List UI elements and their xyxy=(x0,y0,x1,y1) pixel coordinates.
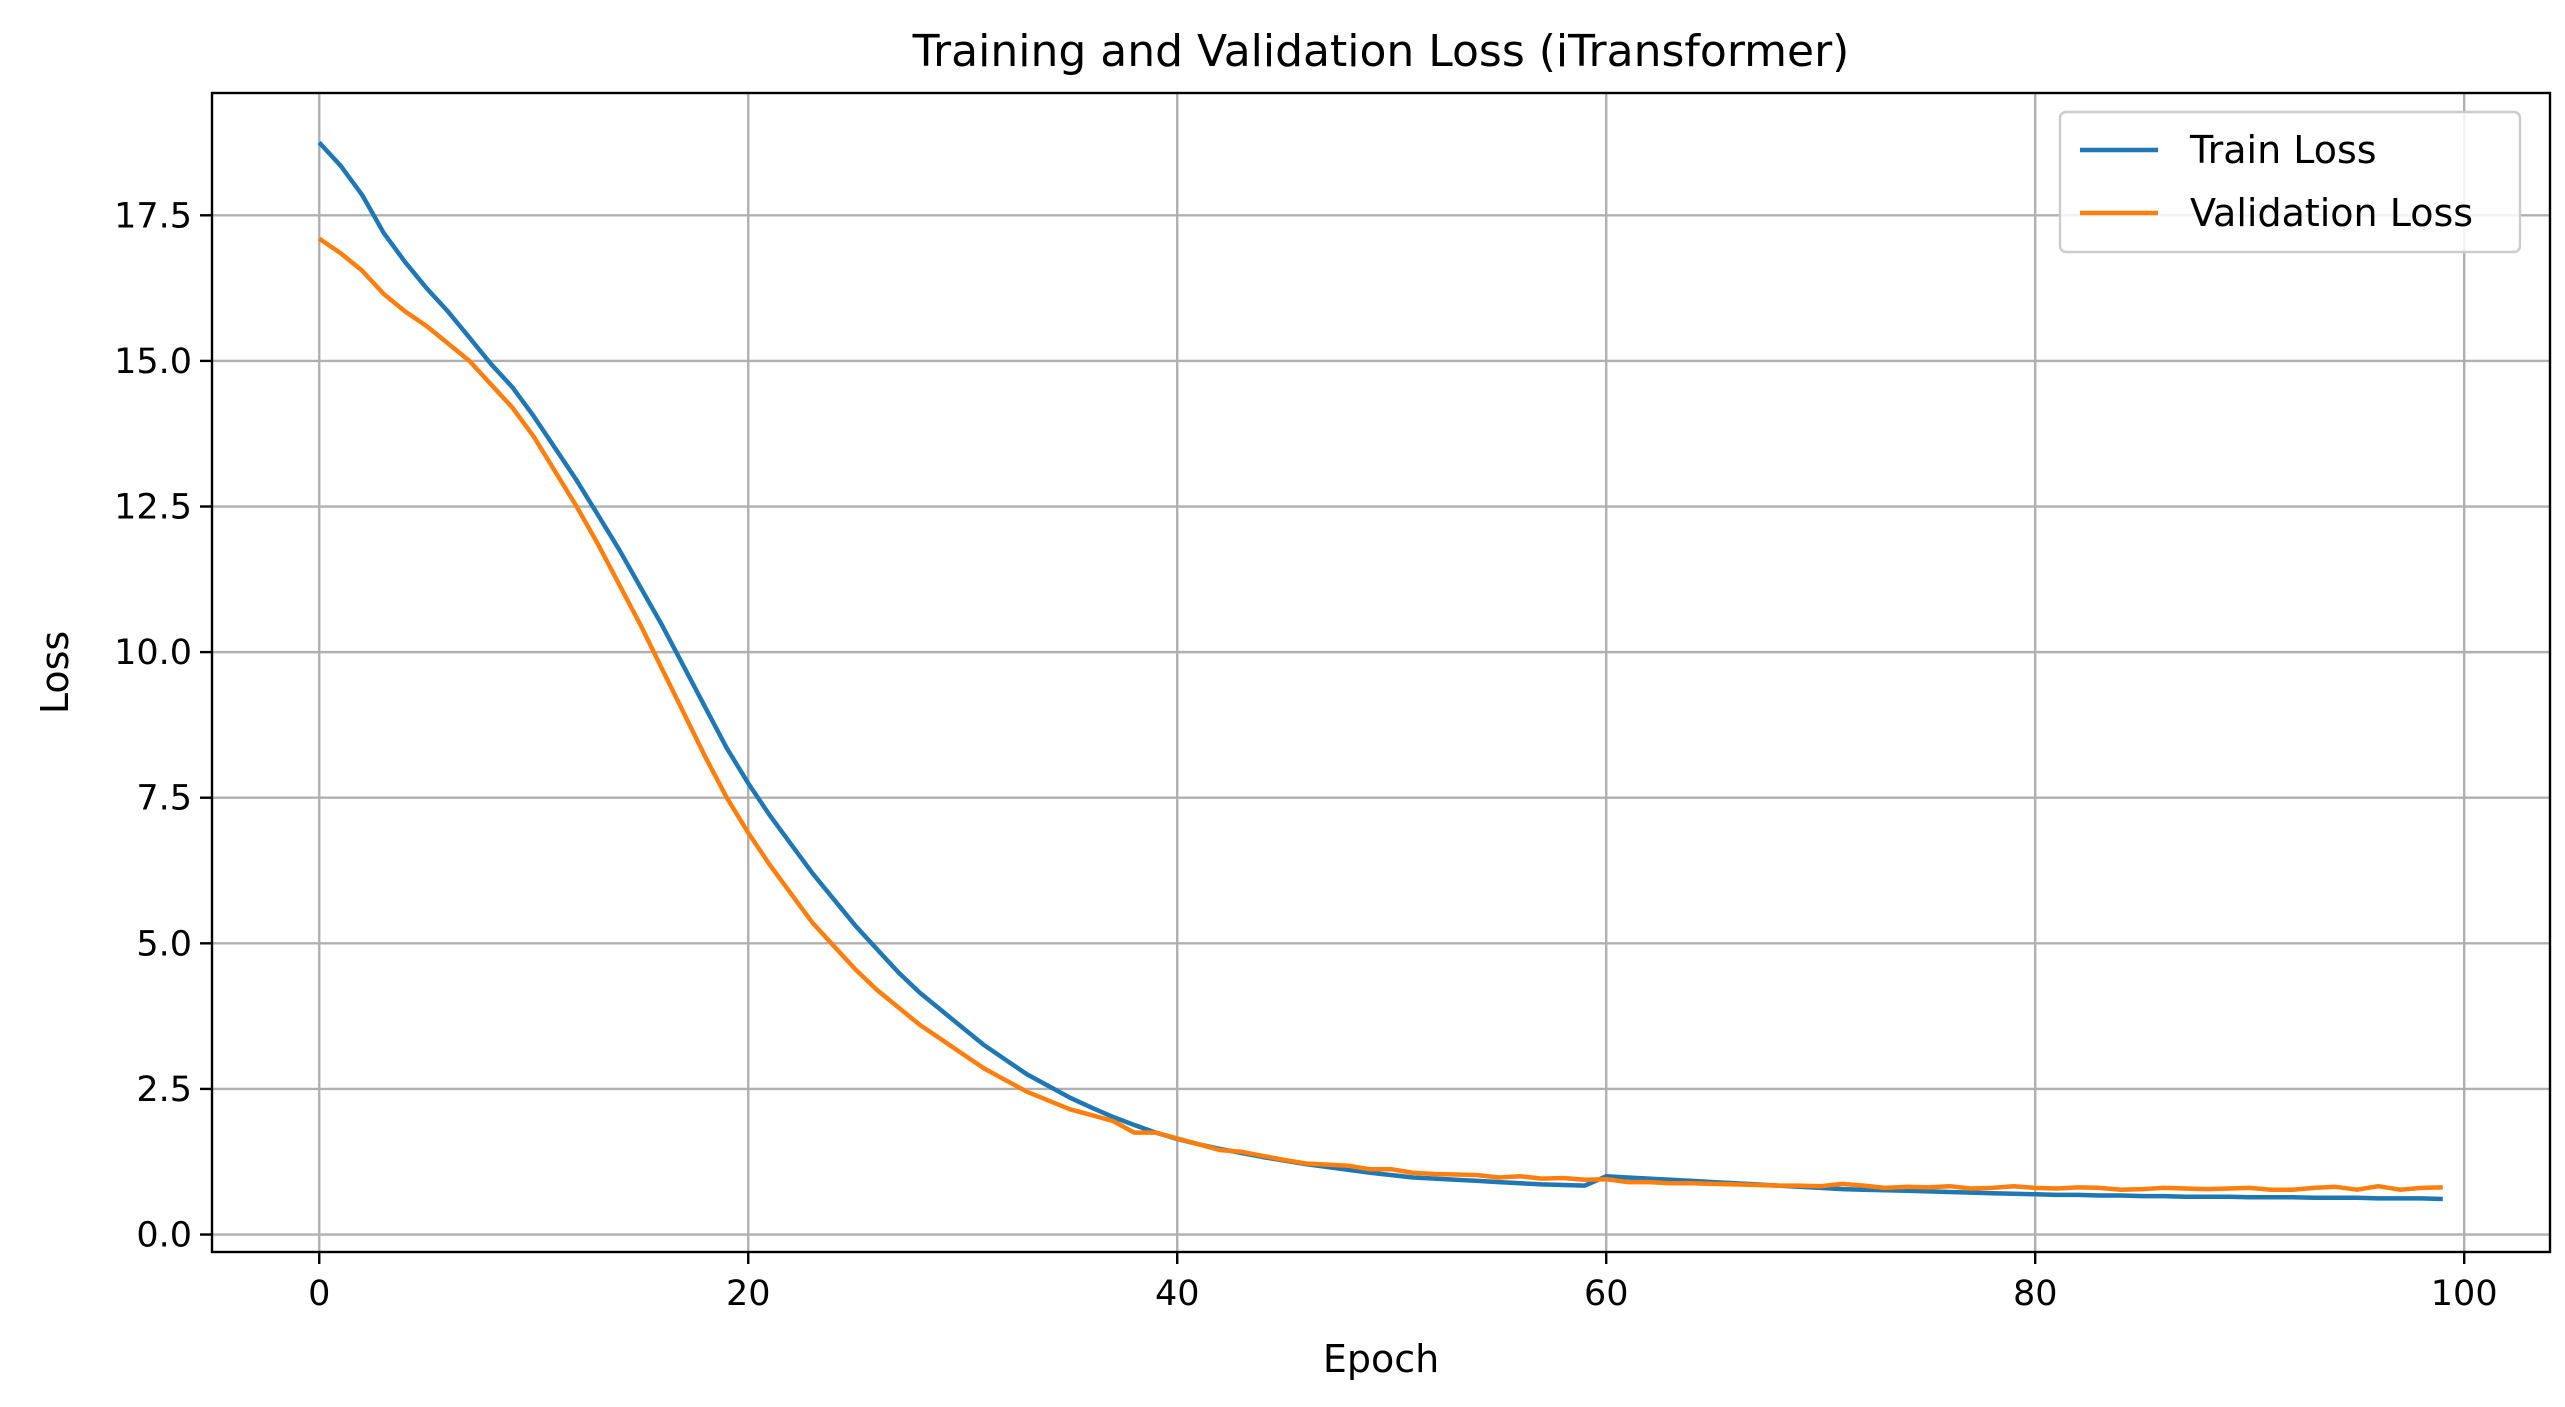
series-line-train-loss xyxy=(317,140,2443,1202)
series-line-validation-loss xyxy=(317,236,2443,1192)
y-axis-label: Loss xyxy=(33,631,77,714)
x-tick-label: 0 xyxy=(308,1274,330,1314)
ticks: 0 20 40 60 80 100 0.0 2.5 5.0 7.5 10.0 12.5 15.0 17.5 xyxy=(114,196,2498,1314)
grid xyxy=(212,93,2550,1252)
legend: Train Loss Validation Loss xyxy=(2058,110,2522,254)
x-tick-label: 60 xyxy=(1584,1274,1629,1314)
plot-frame xyxy=(210,91,2552,1254)
x-tick-label: 20 xyxy=(726,1274,771,1314)
y-tick-label: 12.5 xyxy=(114,488,192,528)
x-tick-label: 80 xyxy=(2013,1274,2058,1314)
y-tick-label: 10.0 xyxy=(114,633,192,673)
y-tick-label: 15.0 xyxy=(114,342,192,382)
legend-box xyxy=(2058,110,2522,254)
y-tick-label: 17.5 xyxy=(114,196,192,236)
y-tick-label: 2.5 xyxy=(136,1070,192,1110)
y-tick-label: 7.5 xyxy=(136,779,192,819)
x-axis-label: Epoch xyxy=(1323,1337,1439,1381)
chart-title: Training and Validation Loss (iTransform… xyxy=(912,26,1850,77)
x-tick-label: 40 xyxy=(1155,1274,1200,1314)
series-layer xyxy=(317,140,2443,1202)
y-tick-label: 0.0 xyxy=(136,1216,192,1256)
y-tick-label: 5.0 xyxy=(136,924,192,964)
x-tick-label: 100 xyxy=(2431,1274,2498,1314)
legend-entry-label: Validation Loss xyxy=(2190,191,2473,235)
legend-entry-label: Train Loss xyxy=(2189,128,2377,172)
